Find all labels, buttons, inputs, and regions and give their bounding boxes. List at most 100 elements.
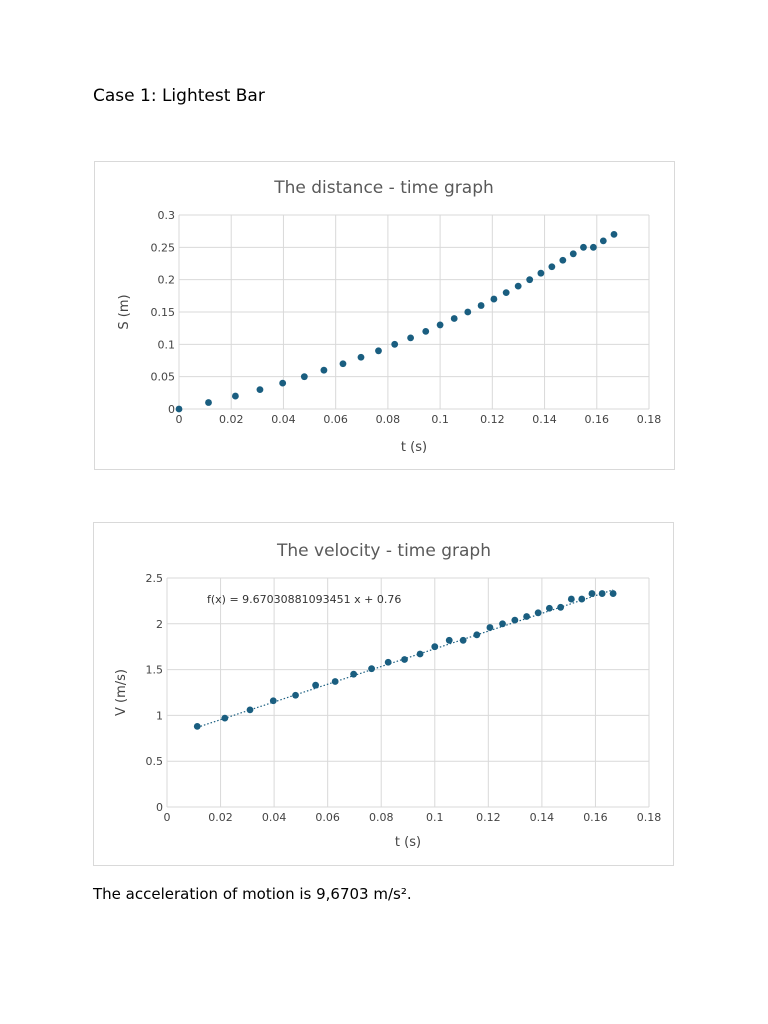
distance-chart-data-point	[599, 237, 607, 245]
distance-chart-x-tick-label: 0.04	[271, 413, 296, 426]
distance-chart-data-point	[279, 379, 287, 387]
distance-chart-data-point	[175, 405, 183, 413]
velocity-chart-data-point	[221, 714, 229, 722]
velocity-chart-data-point	[331, 678, 339, 685]
distance-chart-x-tick-label: 0.1	[431, 413, 449, 426]
velocity-chart-data-point	[401, 656, 408, 663]
distance-chart-x-tick-label: 0.02	[219, 413, 244, 426]
distance-chart-x-tick-label: 0.08	[376, 413, 401, 426]
distance-chart-data-point	[357, 353, 365, 361]
velocity-chart-trendline	[197, 589, 614, 728]
velocity-chart-data-point	[473, 631, 481, 639]
distance-chart-data-point	[477, 302, 485, 309]
velocity-chart-data-point	[598, 590, 606, 597]
distance-chart-data-point	[580, 243, 587, 251]
velocity-chart-y-axis-label: V (m/s)	[114, 669, 129, 716]
velocity-chart-x-tick-label: 0.18	[637, 811, 662, 824]
velocity-chart-title: The velocity - time graph	[276, 541, 491, 561]
velocity-time-chart-svg: The velocity - time graph 0 0.02 0.04 0.06 0.…	[114, 541, 662, 850]
velocity-chart-data-point	[459, 636, 467, 644]
velocity-chart-data-point	[511, 616, 519, 624]
distance-chart-data-point	[589, 243, 597, 251]
velocity-chart-data-point	[499, 620, 506, 628]
distance-chart-data-point	[559, 256, 567, 264]
velocity-chart-data-point	[545, 604, 553, 612]
velocity-chart-x-tick-label: 0.06	[315, 811, 340, 824]
velocity-chart-data-point	[567, 595, 575, 603]
distance-chart-x-tick-label: 0.18	[637, 413, 662, 426]
velocity-chart-y-tick-label: 2.5	[146, 572, 164, 585]
distance-chart-x-tick-label: 0.06	[323, 413, 348, 426]
velocity-time-chart: The velocity - time graph 0 0.02 0.04 0.06 0.…	[93, 522, 674, 866]
distance-chart-y-tick-label: 0.1	[158, 338, 176, 351]
velocity-chart-data-point	[557, 603, 565, 611]
velocity-chart-data-point	[578, 595, 586, 603]
velocity-chart-trendline-equation: f(x) = 9.67030881093451 x + 0.76	[207, 593, 401, 606]
distance-chart-data-point	[422, 328, 430, 335]
velocity-chart-x-tick-label: 0.04	[262, 811, 287, 824]
distance-chart-data-point	[569, 250, 577, 258]
velocity-chart-data-point	[368, 665, 375, 673]
distance-chart-x-tick-label: 0	[176, 413, 183, 426]
velocity-chart-x-axis-label: t (s)	[395, 835, 421, 850]
velocity-chart-data-point	[292, 691, 299, 699]
velocity-chart-data-point	[609, 590, 617, 597]
velocity-chart-data-point	[445, 636, 453, 644]
velocity-chart-x-tick-label: 0.1	[426, 811, 444, 824]
velocity-chart-y-tick-label: 2	[156, 618, 163, 631]
velocity-chart-y-tick-label: 0.5	[146, 755, 164, 768]
velocity-chart-data-point	[312, 681, 320, 689]
distance-chart-y-tick-label: 0.2	[158, 274, 176, 287]
velocity-chart-x-tick-label: 0.08	[369, 811, 394, 824]
velocity-chart-data-point	[350, 670, 358, 678]
velocity-chart-data-point	[523, 613, 531, 620]
distance-chart-data-point	[514, 282, 522, 290]
velocity-chart-data-point	[534, 609, 542, 617]
velocity-chart-data-point	[486, 624, 494, 631]
distance-chart-x-axis-label: t (s)	[401, 440, 427, 455]
distance-chart-data-point	[339, 360, 347, 368]
distance-time-chart-svg: The distance - time graph 0 0.02 0.04 0.06 0.…	[117, 178, 662, 455]
distance-chart-data-point	[256, 386, 264, 393]
distance-chart-data-point	[526, 276, 534, 284]
distance-chart-data-point	[375, 347, 382, 355]
distance-chart-x-tick-label: 0.12	[480, 413, 505, 426]
distance-chart-data-point	[407, 334, 415, 342]
velocity-chart-y-tick-label: 1	[156, 709, 163, 722]
distance-chart-data-point	[232, 392, 239, 400]
distance-chart-data-point	[610, 231, 618, 238]
distance-chart-y-tick-label: 0.3	[158, 209, 176, 222]
distance-chart-y-tick-label: 0	[168, 403, 175, 416]
distance-chart-y-tick-label: 0.15	[151, 306, 176, 319]
distance-chart-data-point	[502, 289, 510, 296]
velocity-chart-x-tick-label: 0.16	[583, 811, 608, 824]
conclusion-text: The acceleration of motion is 9,6703 m/s…	[93, 885, 412, 903]
velocity-chart-data-point	[588, 590, 596, 597]
distance-chart-data-point	[320, 366, 328, 374]
distance-time-chart: The distance - time graph 0 0.02 0.04 0.06 0.…	[94, 161, 675, 470]
distance-chart-data-point	[300, 373, 308, 381]
page-heading: Case 1: Lightest Bar	[93, 86, 265, 106]
velocity-chart-x-tick-label: 0	[164, 811, 171, 824]
distance-chart-data-point	[450, 315, 458, 322]
distance-chart-y-tick-label: 0.25	[151, 241, 176, 254]
distance-chart-x-tick-label: 0.16	[585, 413, 610, 426]
velocity-chart-x-tick-label: 0.02	[208, 811, 233, 824]
distance-chart-y-axis-label: S (m)	[117, 294, 132, 329]
velocity-chart-data-point	[269, 697, 277, 705]
velocity-chart-y-tick-label: 1.5	[146, 664, 164, 677]
distance-chart-data-point	[490, 295, 498, 303]
distance-chart-data-point	[391, 340, 399, 348]
velocity-chart-data-point	[431, 643, 439, 651]
distance-chart-data-point	[205, 399, 212, 406]
distance-chart-title: The distance - time graph	[273, 178, 494, 198]
velocity-chart-data-point	[246, 706, 254, 714]
distance-chart-data-point	[464, 308, 472, 316]
velocity-chart-data-point	[193, 722, 201, 730]
velocity-chart-x-tick-label: 0.14	[530, 811, 555, 824]
distance-chart-data-point	[537, 269, 545, 277]
distance-chart-data-point	[548, 263, 556, 271]
velocity-chart-data-point	[416, 650, 424, 658]
velocity-chart-x-tick-label: 0.12	[476, 811, 501, 824]
distance-chart-x-tick-label: 0.14	[532, 413, 557, 426]
